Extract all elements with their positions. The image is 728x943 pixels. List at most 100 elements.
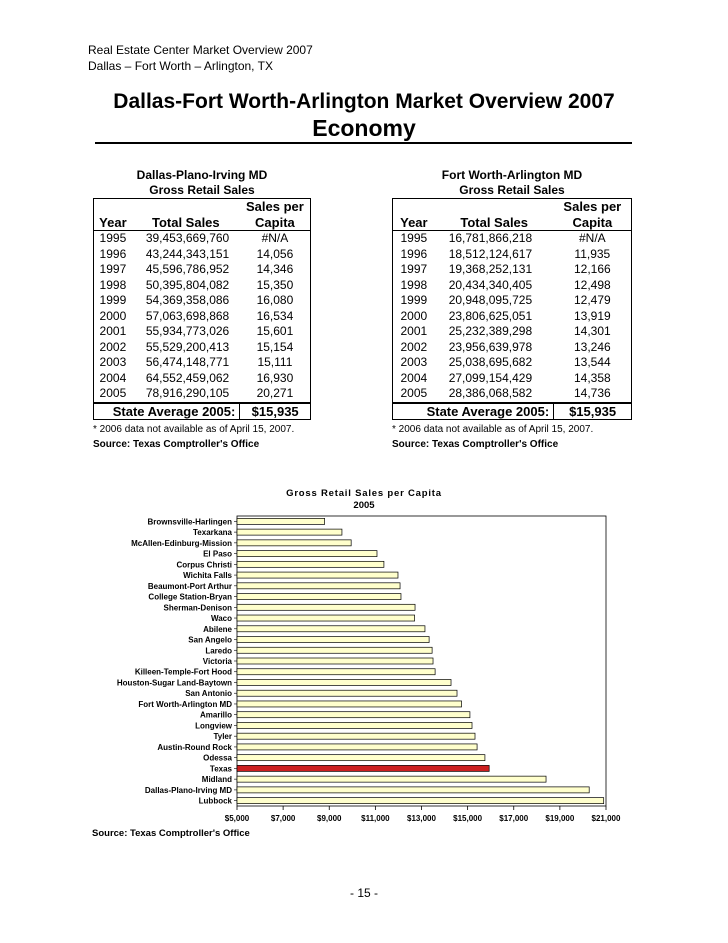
table-subtitle: Gross Retail Sales [149, 183, 255, 197]
header-cell: Year [93, 214, 132, 231]
cell: 15,601 [256, 324, 294, 338]
cell: 16,534 [256, 308, 294, 323]
table-row: 1997 19,368,252,131 12,166 [393, 262, 632, 278]
cell: 1997 [99, 262, 127, 276]
y-tick-label: McAllen-Edinburg-Mission [131, 539, 232, 548]
table-row: 2004 27,099,154,429 14,358 [393, 371, 632, 387]
header-cell: Capita [239, 214, 311, 231]
footer-row: State Average 2005: $15,935 [93, 401, 311, 420]
bar [236, 539, 352, 547]
header-line: Real Estate Center Market Overview 2007 [88, 43, 313, 57]
cell: 12,166 [573, 262, 611, 276]
cell: 16,930 [256, 370, 294, 385]
cell: 55,529,200,413 [145, 339, 230, 354]
table: Sales per Year Total Sales Capita 1995 16,781… [392, 198, 632, 420]
page-subtitle: Economy [312, 115, 416, 141]
x-tick-label: $5,000 [225, 814, 250, 823]
header-row: Sales per [393, 199, 632, 215]
table-source: Source: Texas Comptroller's Office [392, 439, 559, 450]
cell: #N/A [261, 231, 289, 245]
x-tick-label: $17,000 [499, 814, 528, 823]
cell: 15,111 [257, 355, 293, 369]
cell: 2005 [99, 386, 127, 400]
header-cell: Capita [553, 214, 632, 231]
cell: 1998 [400, 277, 428, 292]
table-note: * 2006 data not available as of April 15… [392, 424, 594, 435]
bar [236, 593, 402, 600]
cell: 39,453,669,760 [145, 231, 230, 245]
bar [236, 603, 416, 611]
cell: 2000 [99, 308, 127, 323]
chart-title: Gross Retail Sales per Capita [286, 488, 442, 499]
chart-source: Source: Texas Comptroller's Office [92, 828, 250, 839]
bar [236, 668, 436, 676]
x-tick-label: $15,000 [453, 814, 482, 823]
cell: 56,474,148,771 [145, 355, 230, 369]
cell: 12,498 [573, 277, 611, 292]
table-row: 2005 28,386,068,582 14,736 [393, 386, 632, 403]
footer-row: State Average 2005: $15,935 [392, 401, 632, 420]
cell [132, 199, 240, 215]
cell: 25,232,389,298 [448, 324, 533, 338]
cell: 16,781,866,218 [448, 231, 533, 245]
cell: 78,916,290,105 [145, 386, 230, 400]
cell: 45,596,786,952 [145, 262, 230, 276]
y-tick-label: College Station-Bryan [148, 593, 232, 602]
header-cell: Total Sales [131, 214, 240, 231]
page-number: - 15 - [349, 886, 378, 900]
y-tick-label: El Paso [203, 550, 232, 559]
cell [94, 199, 132, 215]
table-row: 2001 25,232,389,298 14,301 [393, 324, 632, 340]
table-row: 1999 54,369,358,086 16,080 [94, 293, 311, 309]
y-tick-label: Dallas-Plano-Irving MD [145, 786, 232, 795]
cell: 1996 [400, 246, 428, 261]
cell: 54,369,358,086 [145, 293, 230, 307]
table-row: 1999 20,948,095,725 12,479 [393, 293, 632, 309]
table-row: 2005 78,916,290,105 20,271 [94, 386, 311, 403]
bar [236, 518, 325, 525]
bar [236, 571, 399, 579]
cell: 1995 [400, 231, 428, 245]
cell: 15,350 [256, 277, 294, 292]
y-tick-label: Waco [211, 614, 232, 623]
cell: 20,271 [256, 386, 294, 400]
cell: 1995 [99, 231, 127, 245]
bar [236, 797, 605, 804]
table-row: 2002 23,956,639,978 13,246 [393, 340, 632, 356]
cell: #N/A [578, 231, 606, 245]
bar [236, 679, 452, 686]
header-line: Dallas – Fort Worth – Arlington, TX [88, 59, 273, 73]
cell [435, 199, 554, 215]
footer-value: $15,935 [553, 401, 632, 420]
chart-subtitle: 2005 [353, 500, 375, 511]
header-cell: Year [392, 214, 435, 231]
cell: 2003 [400, 355, 428, 369]
footer-label: State Average 2005: [93, 401, 240, 420]
cell: 20,434,340,405 [448, 277, 533, 292]
bar [236, 775, 547, 783]
cell: 2004 [99, 370, 127, 385]
bar [236, 614, 415, 622]
y-tick-label: Corpus Christi [176, 560, 232, 569]
bar [236, 689, 458, 697]
footer-value: $15,935 [239, 401, 311, 420]
bar [236, 722, 473, 729]
cell: 11,935 [574, 246, 611, 261]
y-tick-label: Fort Worth-Arlington MD [138, 700, 232, 709]
bar [236, 528, 343, 536]
cell: 13,544 [573, 355, 611, 369]
y-tick-label: San Angelo [188, 636, 232, 645]
cell: 18,512,124,617 [448, 246, 533, 261]
cell: 27,099,154,429 [448, 370, 533, 385]
y-tick-label: Longview [195, 721, 233, 730]
header-row: Year Total Sales Capita [93, 214, 311, 231]
cell: 43,244,343,151 [145, 246, 230, 261]
table-title: Dallas-Plano-Irving MD [136, 168, 268, 182]
table-row: 1997 45,596,786,952 14,346 [94, 262, 311, 278]
table-title: Fort Worth-Arlington MD [441, 168, 583, 182]
y-tick-label: Austin-Round Rock [157, 743, 232, 752]
table-row: 2003 56,474,148,771 15,111 [94, 355, 311, 371]
page-title: Dallas-Fort Worth-Arlington Market Overv… [113, 90, 615, 113]
cell: 57,063,698,868 [145, 308, 230, 323]
